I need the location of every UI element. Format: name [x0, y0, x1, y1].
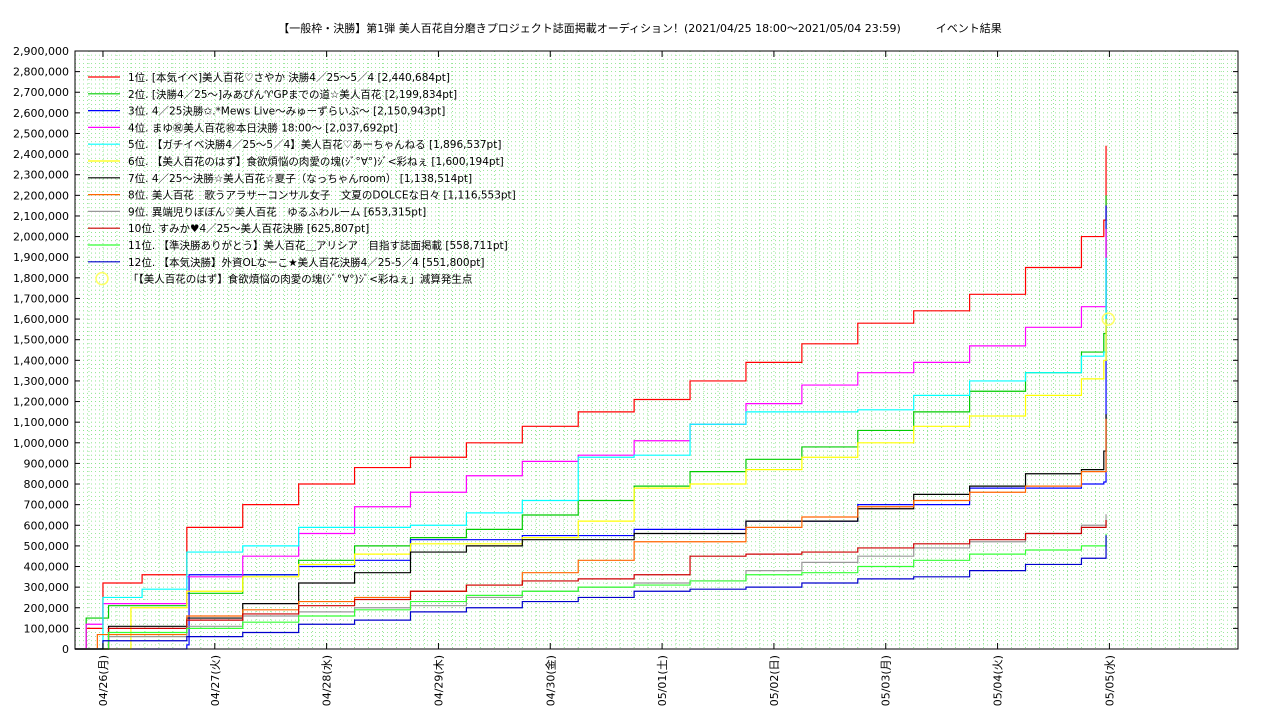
y-tick-label: 1,500,000 [13, 334, 69, 347]
legend-annotation-marker [95, 271, 109, 286]
y-tick-label: 1,100,000 [13, 416, 69, 429]
series-line-8 [75, 418, 1107, 650]
legend-label: 11位. 【準決勝ありがとう】美人百花＿アリシア 目指す誌面掲載 [558,71… [128, 239, 508, 252]
y-tick-label: 1,700,000 [13, 292, 69, 305]
plot-frame [74, 50, 1239, 650]
series-line-5 [75, 257, 1107, 650]
legend-label: 7位. 4／25〜決勝☆美人百花☆夏子（なっちゃんroom） [1,138,51… [128, 172, 472, 185]
y-tick-label: 900,000 [24, 457, 70, 470]
legend-label: 1位. [本気イベ]美人百花♡さやか 決勝4／25〜5／4 [2,440,684… [128, 71, 450, 84]
y-axis: 0 100,000 200,000 300,000 400,000 500,000 600,… [13, 45, 1238, 656]
y-tick-label: 1,600,000 [13, 313, 69, 326]
x-tick-label: 04/28(水) [321, 655, 334, 706]
x-tick-label: 05/05(水) [1103, 655, 1116, 706]
y-tick-label: 2,100,000 [13, 210, 69, 223]
y-tick-label: 1,400,000 [13, 354, 69, 367]
y-tick-label: 1,200,000 [13, 396, 69, 409]
legend-annotation-label: 「【美人百花のはず】食欲煩悩の肉愛の塊(ｼﾞ°∀°)ｼﾞ<彩ねぇ」減算発生点 [128, 273, 472, 286]
y-tick-label: 2,400,000 [13, 148, 69, 161]
y-tick-label: 1,300,000 [13, 375, 69, 388]
legend-label: 10位. すみか♥4／25〜美人百花決勝 [625,807pt] [128, 222, 369, 235]
y-tick-label: 2,700,000 [13, 86, 69, 99]
series-lines [75, 145, 1116, 650]
series-line-3 [75, 205, 1107, 650]
y-tick-label: 1,900,000 [13, 251, 69, 264]
series-line-6 [75, 319, 1107, 650]
legend-label: 2位. [決勝4／25〜]みあぴん♈GPまでの道☆美人百花 [2,199,834… [128, 88, 457, 101]
x-tick-label: 04/26(月) [97, 655, 110, 706]
y-tick-label: 700,000 [24, 499, 70, 512]
y-tick-label: 200,000 [24, 602, 70, 615]
y-tick-label: 1,800,000 [13, 272, 69, 285]
y-tick-label: 300,000 [24, 581, 70, 594]
legend: 1位. [本気イベ]美人百花♡さやか 決勝4／25〜5／4 [2,440,684… [88, 71, 516, 286]
x-tick-label: 05/01(土) [656, 655, 669, 706]
y-tick-label: 2,900,000 [13, 45, 69, 58]
legend-label: 8位. 美人百花 歌うアラサーコンサル女子 文夏のDOLCEな日々 [1,116… [128, 189, 516, 202]
legend-label: 9位. 異端児りぼぼん♡美人百花 ゆるふわルーム [653,315pt] [128, 205, 426, 218]
annotation-marker [1101, 312, 1116, 326]
y-tick-label: 1,000,000 [13, 437, 69, 450]
y-tick-label: 800,000 [24, 478, 70, 491]
y-tick-label: 0 [62, 643, 69, 656]
x-tick-label: 05/02(日) [768, 655, 781, 706]
x-axis: 04/26(月) 04/27(火) 04/28(水) 04/29(木) 04/30(金)… [97, 51, 1116, 706]
legend-label: 4位. まゆ㊗美人百花㊗本日決勝 18:00〜 [2,037,692pt] [128, 121, 398, 134]
series-line-10 [75, 519, 1107, 650]
y-tick-label: 100,000 [24, 622, 70, 635]
y-tick-label: 2,800,000 [13, 66, 69, 79]
y-tick-label: 2,300,000 [13, 169, 69, 182]
x-tick-label: 05/03(月) [880, 655, 893, 706]
y-tick-label: 2,200,000 [13, 189, 69, 202]
legend-label: 12位. 【本気決勝】外資OLなーこ★美人百花決勝4／25-5／4 [551,8… [128, 256, 485, 269]
x-tick-label: 04/30(金) [543, 655, 557, 706]
chart-title: 【一般枠・決勝】第1弾 美人百花自分磨きプロジェクト誌面掲載オーディション！(2… [278, 22, 1002, 35]
series-line-7 [75, 414, 1107, 650]
legend-label: 5位. 【ガチイベ決勝4／25〜5／4】美人百花♡あーちゃんねる [1,896,… [128, 138, 501, 151]
y-tick-label: 400,000 [24, 561, 70, 574]
y-tick-label: 2,500,000 [13, 127, 69, 140]
legend-label: 6位. 【美人百花のはず】食欲煩悩の肉愛の塊(ｼﾞ°∀°)ｼﾞ<彩ねぇ [1,6… [128, 155, 504, 168]
series-line-4 [75, 228, 1107, 650]
x-tick-label: 04/27(火) [209, 655, 222, 706]
y-tick-label: 2,600,000 [13, 107, 69, 120]
x-tick-label: 05/04(火) [992, 655, 1005, 706]
y-tick-label: 600,000 [24, 519, 70, 532]
legend-label: 3位. 4／25決勝✩.*Mews Live〜みゅーずらいぶ〜 [2,150,9… [128, 105, 445, 118]
y-tick-label: 500,000 [24, 540, 70, 553]
series-line-11 [75, 533, 1107, 650]
x-tick-label: 04/29(木) [432, 655, 445, 706]
series-line-12 [75, 535, 1107, 650]
y-tick-label: 2,000,000 [13, 231, 69, 244]
